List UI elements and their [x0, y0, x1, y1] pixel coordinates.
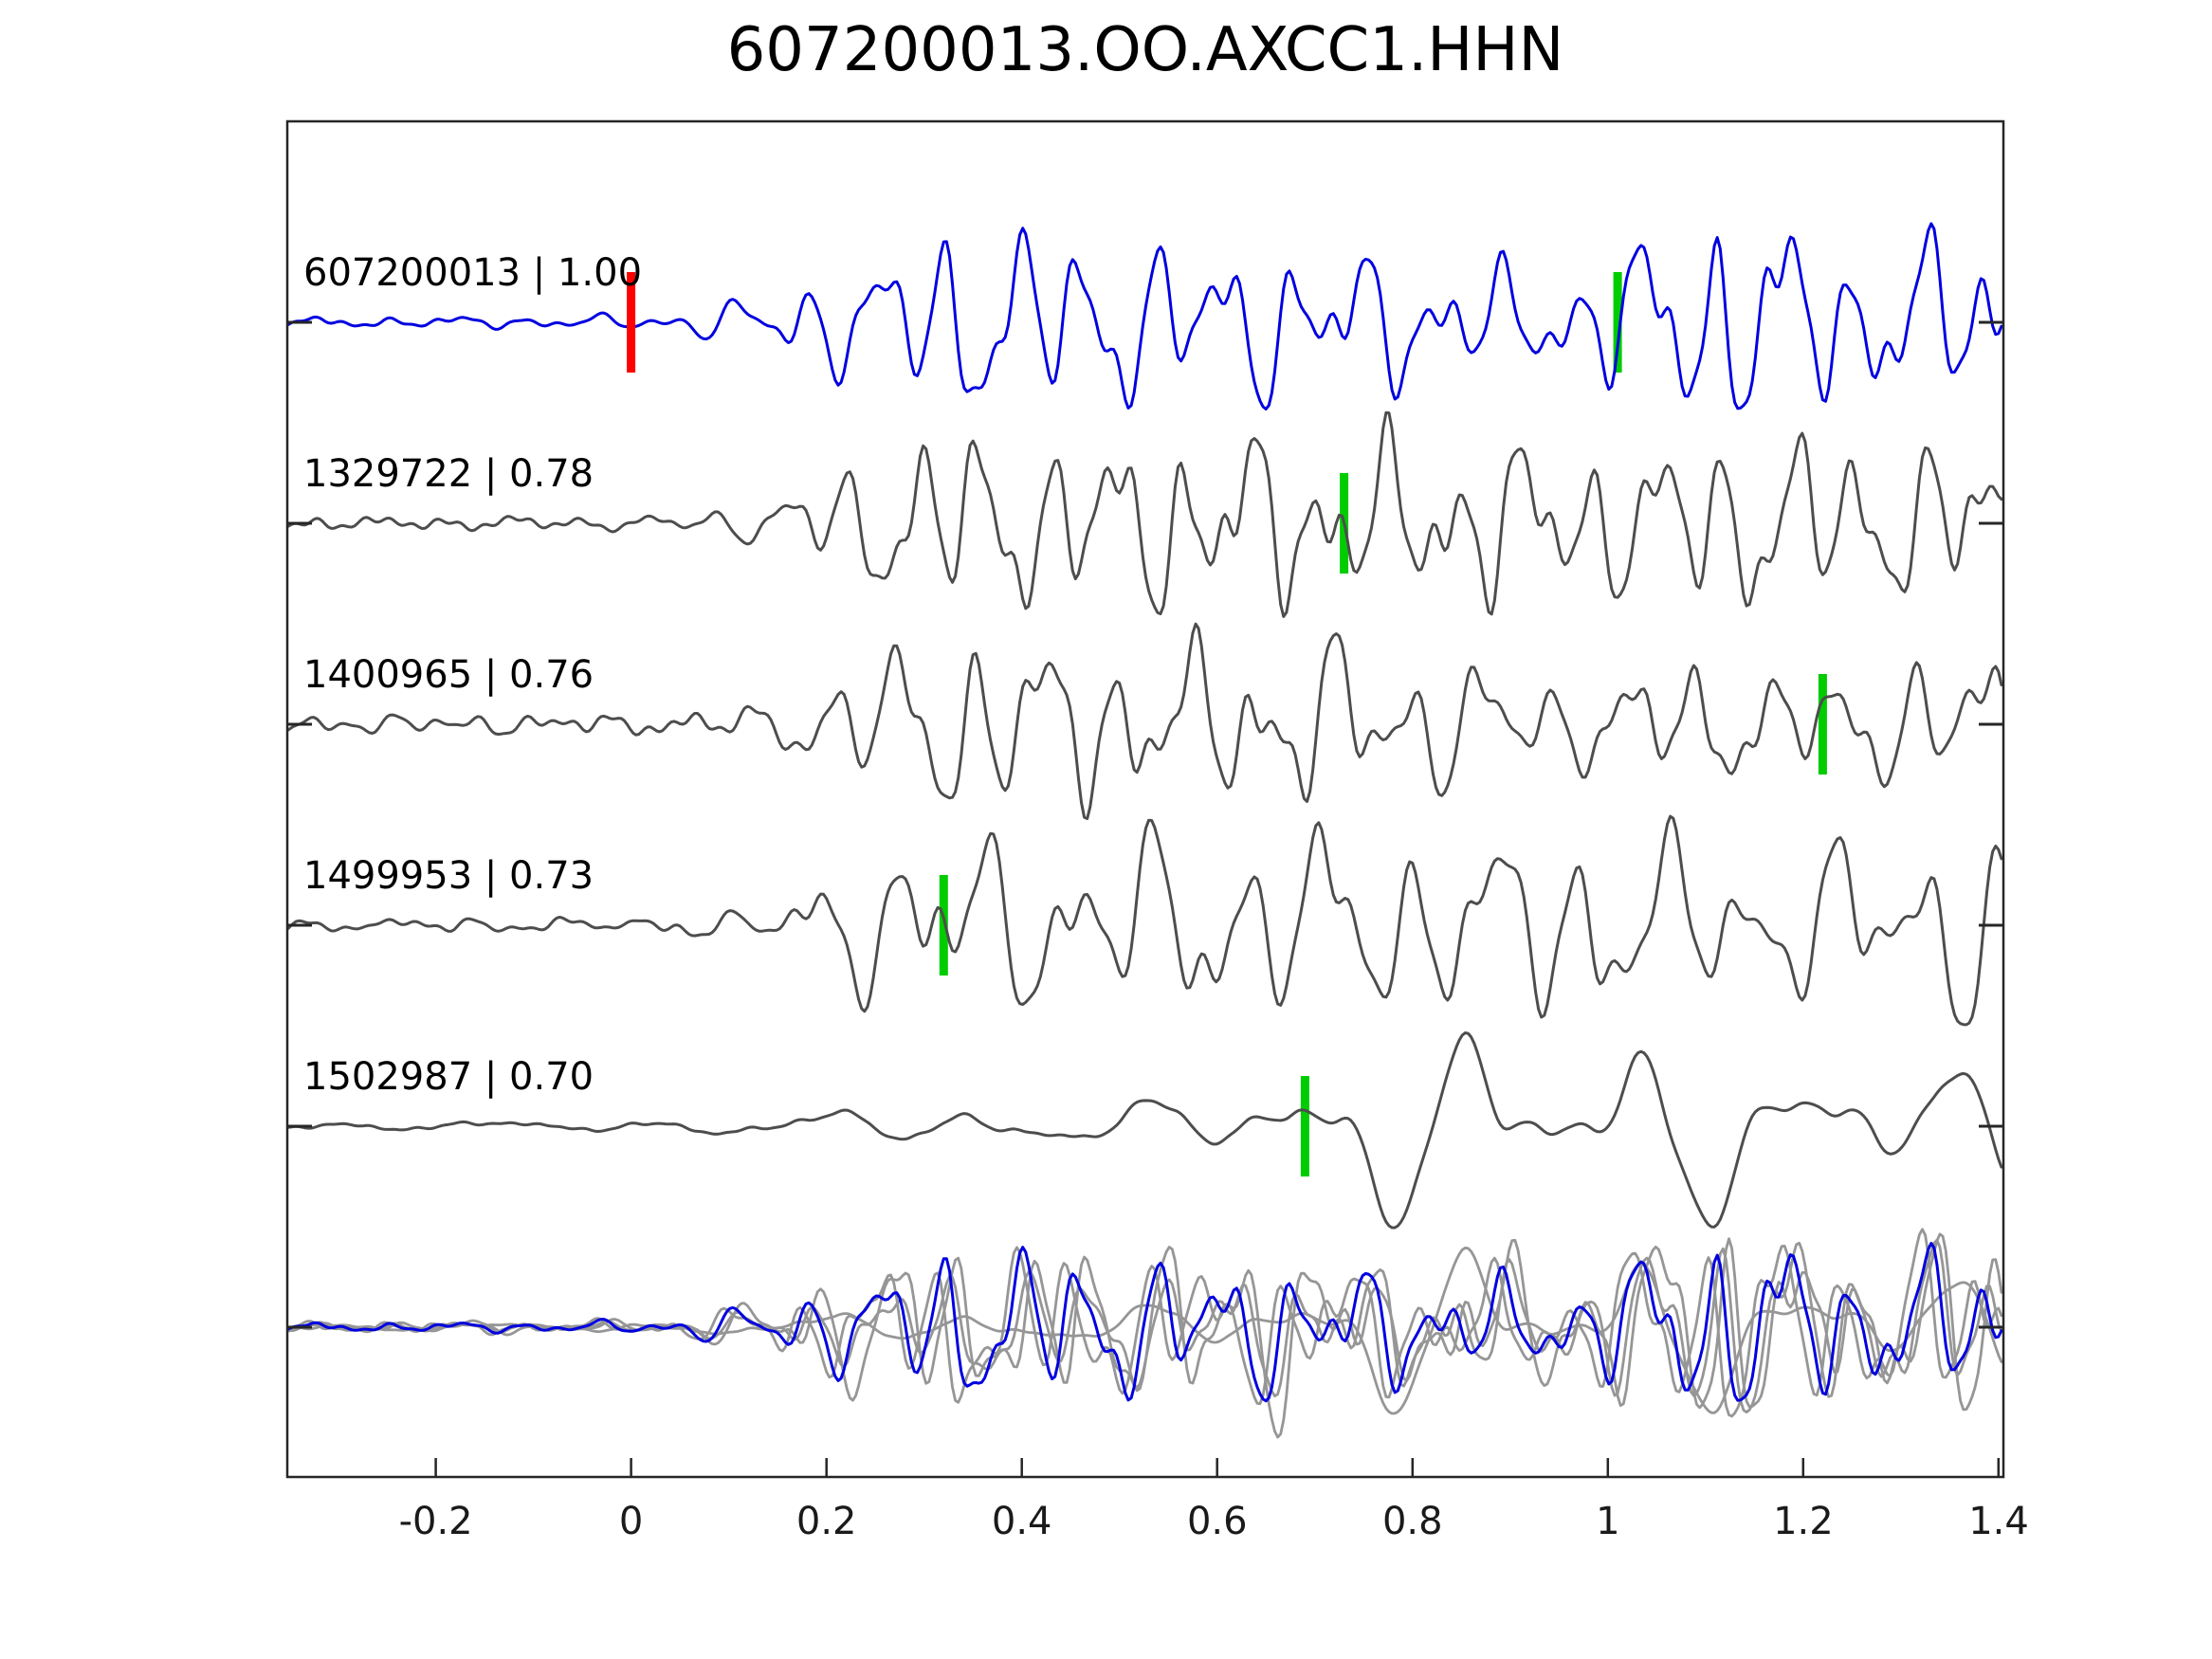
overlay-waveform-1499953	[287, 1232, 2003, 1439]
waveform-1499953	[287, 814, 2003, 1027]
pick-marker-1499953	[939, 875, 948, 975]
waveform-1329722	[287, 410, 2003, 618]
trace-label-1400965: 1400965 | 0.76	[303, 653, 594, 697]
x-tick-label-0p6: 0.6	[1186, 1500, 1248, 1543]
plot-area	[287, 222, 2003, 1439]
x-tick-label-0p8: 0.8	[1381, 1500, 1443, 1543]
trace-label-1499953: 1499953 | 0.73	[303, 854, 594, 898]
x-tick-label-1p2: 1.2	[1773, 1500, 1834, 1543]
overlay-waveform-607200013-template	[287, 1242, 2003, 1403]
x-tick-label-0p2: 0.2	[795, 1500, 857, 1543]
waveform-1400965	[287, 622, 2003, 820]
waveform-1502987	[287, 1031, 2003, 1230]
x-tick-label-0p4: 0.4	[991, 1500, 1052, 1543]
pick-marker-1502987	[1300, 1076, 1309, 1176]
pick-marker-607200013	[1613, 272, 1622, 373]
x-tick-label-0: 0	[618, 1500, 644, 1543]
trace-label-1502987: 1502987 | 0.70	[303, 1055, 594, 1099]
trace-label-1329722: 1329722 | 0.78	[303, 452, 594, 496]
x-tick-label-1p4: 1.4	[1968, 1500, 2029, 1543]
pick-marker-1400965	[1818, 674, 1827, 775]
trace-label-607200013: 607200013 | 1.00	[303, 251, 643, 295]
plot-border	[285, 119, 2005, 1479]
figure-title: 607200013.OO.AXCC1.HHN	[726, 15, 1564, 85]
waveform-607200013	[287, 222, 2003, 410]
x-tick-label-1: 1	[1596, 1500, 1620, 1543]
x-tick-label-neg0p2: -0.2	[398, 1500, 473, 1543]
template-marker	[627, 272, 636, 373]
